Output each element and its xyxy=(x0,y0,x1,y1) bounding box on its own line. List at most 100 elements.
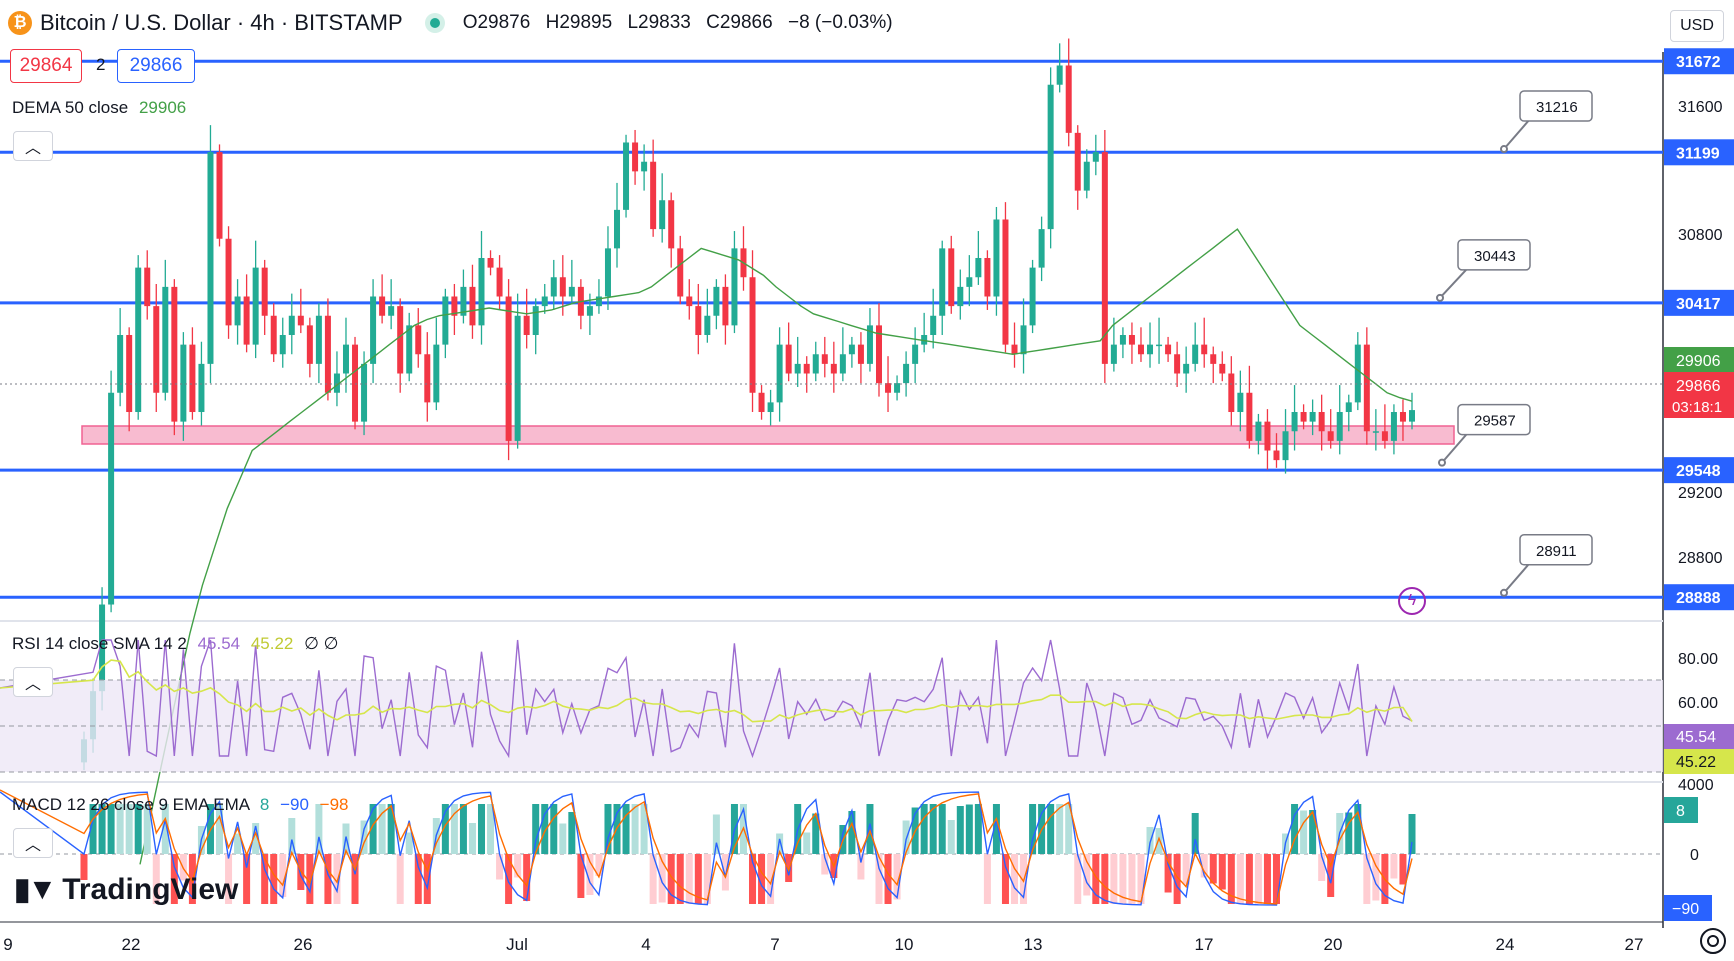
candle[interactable] xyxy=(1246,392,1253,441)
candle[interactable] xyxy=(695,306,702,335)
candle[interactable] xyxy=(1147,344,1154,355)
candle[interactable] xyxy=(885,383,892,393)
candle[interactable] xyxy=(614,209,621,249)
candle[interactable] xyxy=(1399,412,1406,422)
candle[interactable] xyxy=(939,248,946,316)
candle[interactable] xyxy=(713,286,720,316)
candle[interactable] xyxy=(1273,450,1280,461)
candle[interactable] xyxy=(523,315,530,335)
candle[interactable] xyxy=(785,344,792,374)
candle[interactable] xyxy=(731,248,738,326)
candle[interactable] xyxy=(1291,412,1298,432)
candle[interactable] xyxy=(99,604,106,692)
candle[interactable] xyxy=(1363,344,1370,432)
callout-box[interactable] xyxy=(1457,239,1531,271)
candle[interactable] xyxy=(1228,373,1235,413)
candle[interactable] xyxy=(559,277,566,297)
candle[interactable] xyxy=(930,315,937,335)
candle[interactable] xyxy=(1002,219,1009,345)
candle[interactable] xyxy=(1390,412,1397,441)
candle[interactable] xyxy=(297,315,304,326)
candle[interactable] xyxy=(460,286,467,316)
candle[interactable] xyxy=(1381,431,1388,441)
candle[interactable] xyxy=(1183,363,1190,374)
candle[interactable] xyxy=(1264,421,1271,451)
candle[interactable] xyxy=(758,392,765,413)
candle[interactable] xyxy=(379,296,386,316)
candle[interactable] xyxy=(875,325,882,384)
candle[interactable] xyxy=(1065,65,1072,133)
candle[interactable] xyxy=(541,296,548,307)
candle[interactable] xyxy=(704,315,711,335)
candle[interactable] xyxy=(677,248,684,297)
candle[interactable] xyxy=(1119,335,1126,345)
candle[interactable] xyxy=(144,267,151,307)
candle[interactable] xyxy=(1237,392,1244,413)
candle[interactable] xyxy=(198,363,205,413)
callout-anchor[interactable] xyxy=(1436,293,1444,302)
candle[interactable] xyxy=(821,354,828,364)
candle[interactable] xyxy=(252,267,259,345)
candle[interactable] xyxy=(830,363,837,374)
candle[interactable] xyxy=(586,306,593,316)
candle[interactable] xyxy=(361,363,368,422)
callout-box[interactable] xyxy=(1519,90,1593,122)
candle[interactable] xyxy=(1128,335,1135,345)
candle[interactable] xyxy=(767,402,774,413)
candle[interactable] xyxy=(632,142,639,172)
candle[interactable] xyxy=(1372,431,1379,433)
candle[interactable] xyxy=(866,325,873,364)
candle[interactable] xyxy=(803,363,810,374)
candle[interactable] xyxy=(315,315,322,364)
candle[interactable] xyxy=(261,267,268,316)
candle[interactable] xyxy=(216,152,223,239)
candle[interactable] xyxy=(135,267,142,413)
candle[interactable] xyxy=(1327,431,1334,441)
candle[interactable] xyxy=(975,257,982,278)
candle[interactable] xyxy=(957,286,964,307)
candle[interactable] xyxy=(550,277,557,297)
candle[interactable] xyxy=(189,344,196,413)
callout-box[interactable] xyxy=(1457,403,1531,436)
chevron-up-icon[interactable]: ︿ xyxy=(13,828,53,858)
candle[interactable] xyxy=(442,296,449,345)
candle[interactable] xyxy=(279,335,286,355)
candle[interactable] xyxy=(180,344,187,422)
candle[interactable] xyxy=(604,248,611,297)
candle[interactable] xyxy=(839,354,846,374)
candle[interactable] xyxy=(1165,344,1172,355)
candle[interactable] xyxy=(595,296,602,307)
candle[interactable] xyxy=(668,200,675,249)
dema-legend[interactable]: DEMA 50 close 29906 xyxy=(12,98,186,118)
candle[interactable] xyxy=(623,142,630,210)
candle[interactable] xyxy=(1020,325,1027,355)
candle[interactable] xyxy=(162,286,169,393)
candle[interactable] xyxy=(722,286,729,326)
candle[interactable] xyxy=(1345,402,1352,413)
candle[interactable] xyxy=(243,296,250,345)
candle[interactable] xyxy=(370,296,377,364)
candle[interactable] xyxy=(1056,65,1063,85)
candle[interactable] xyxy=(388,306,395,316)
candle[interactable] xyxy=(749,277,756,393)
candle[interactable] xyxy=(776,344,783,403)
candle[interactable] xyxy=(966,277,973,287)
currency-button[interactable]: USD xyxy=(1670,10,1724,42)
candle[interactable] xyxy=(532,306,539,335)
candle[interactable] xyxy=(848,344,855,355)
candle[interactable] xyxy=(812,354,819,374)
candle[interactable] xyxy=(1192,344,1199,364)
candle[interactable] xyxy=(126,335,133,413)
candle[interactable] xyxy=(433,344,440,403)
candle[interactable] xyxy=(514,315,521,441)
candle[interactable] xyxy=(984,257,991,297)
chevron-up-icon[interactable]: ︿ xyxy=(13,667,53,697)
candle[interactable] xyxy=(234,296,241,326)
candle[interactable] xyxy=(207,152,214,364)
candle[interactable] xyxy=(352,344,359,422)
symbol-title[interactable]: Bitcoin / U.S. Dollar · 4h · BITSTAMP xyxy=(40,10,403,35)
candle[interactable] xyxy=(1092,152,1099,162)
candle[interactable] xyxy=(1282,431,1289,461)
candle[interactable] xyxy=(1219,363,1226,374)
candle[interactable] xyxy=(1029,267,1036,326)
